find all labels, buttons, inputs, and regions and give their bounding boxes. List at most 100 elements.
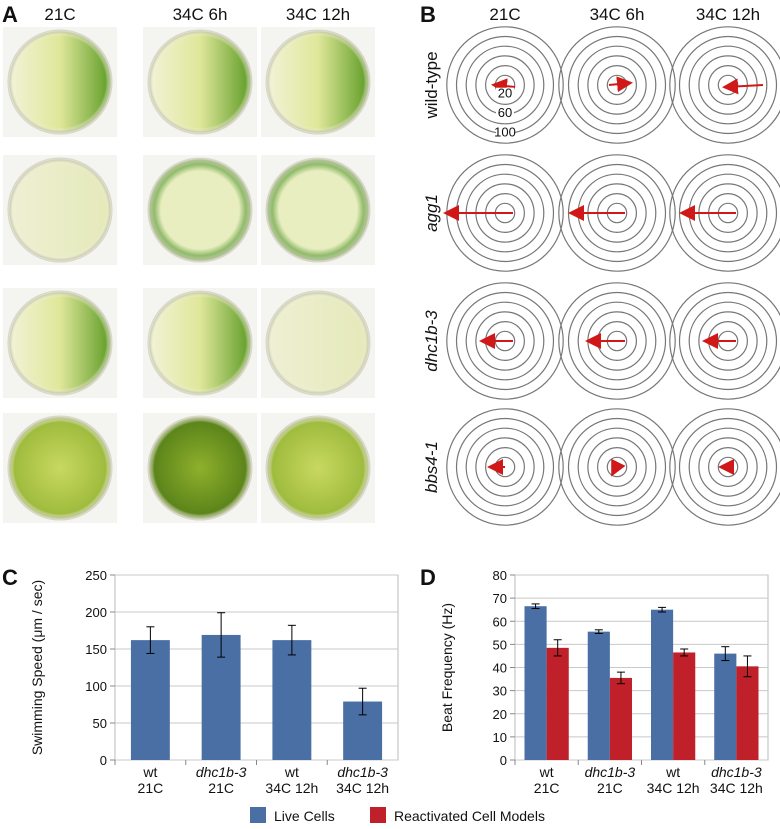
bar [609, 677, 633, 760]
polar-ring [596, 447, 637, 488]
polar-ring [446, 282, 564, 400]
polar-ring [669, 154, 780, 272]
dish-rim [147, 157, 253, 263]
dish-rim [147, 290, 253, 396]
dish-rim [7, 29, 113, 135]
y-tick-label: 70 [493, 591, 507, 606]
panel-label: B [420, 2, 436, 27]
polar-ring [688, 301, 768, 381]
dish-rim [265, 157, 371, 263]
polar-ring [485, 64, 526, 105]
column-header: 34C 12h [696, 5, 760, 24]
y-axis-label: Swimming Speed (μm / sec) [29, 580, 45, 755]
ring-label-bg [496, 107, 514, 120]
legend-label: Live Cells [274, 808, 335, 824]
legend-swatch [250, 807, 266, 823]
polar-ring [688, 45, 768, 125]
polar-ring [678, 417, 778, 517]
y-tick-label: 30 [493, 684, 507, 699]
dish-rim [147, 29, 253, 135]
x-tick-label: 34C 12h [710, 780, 763, 796]
x-tick-label: 21C [597, 780, 623, 796]
dish-rim [7, 415, 113, 521]
polar-ring [485, 447, 526, 488]
row-label: agg1 [422, 194, 441, 232]
polar-ring [669, 408, 780, 526]
ring-label: 60 [498, 105, 512, 120]
x-tick-label: 21C [534, 780, 560, 796]
dish-rim [265, 415, 371, 521]
polar-ring [678, 291, 778, 391]
x-tick-label: wt [142, 764, 157, 780]
y-tick-label: 50 [493, 637, 507, 652]
y-tick-label: 40 [493, 661, 507, 676]
y-tick-label: 250 [85, 568, 107, 583]
ring-label-bg [496, 126, 514, 139]
polar-ring [455, 291, 555, 391]
panel-label: D [420, 565, 436, 590]
x-tick-label: wt [284, 764, 299, 780]
direction-arrow [608, 76, 633, 93]
dish-rim [7, 290, 113, 396]
y-tick-label: 0 [100, 753, 107, 768]
polar-ring [596, 64, 637, 105]
row-label: dhc1b-3 [422, 310, 441, 372]
x-tick-label: 34C 12h [265, 780, 318, 796]
polar-ring [446, 408, 564, 526]
direction-arrow [611, 458, 626, 477]
polar-ring [707, 447, 748, 488]
column-header: 21C [489, 5, 520, 24]
x-tick-label: 21C [138, 780, 164, 796]
polar-ring [446, 26, 564, 144]
polar-ring [688, 427, 768, 507]
panel-label: C [2, 565, 18, 590]
column-header: 34C 12h [286, 5, 350, 24]
polar-ring [558, 26, 676, 144]
polar-ring [465, 45, 545, 125]
bar [272, 640, 312, 760]
x-tick-label: dhc1b-3 [337, 764, 388, 780]
polar-ring [717, 74, 739, 96]
legend-label: Reactivated Cell Models [394, 808, 545, 824]
ring-label: 100 [494, 125, 516, 140]
dish-rim [147, 415, 253, 521]
x-tick-label: dhc1b-3 [196, 764, 247, 780]
x-tick-label: dhc1b-3 [711, 764, 762, 780]
panel-label: A [2, 2, 18, 27]
dish-rim [7, 157, 113, 263]
polar-ring [567, 417, 667, 517]
polar-ring [678, 35, 778, 135]
column-header: 34C 6h [590, 5, 645, 24]
row-label: wild-type [422, 51, 441, 119]
polar-ring [567, 291, 667, 391]
polar-ring [465, 301, 545, 381]
polar-ring [669, 282, 780, 400]
polar-ring [698, 311, 758, 371]
bar [546, 647, 569, 760]
y-tick-label: 80 [493, 568, 507, 583]
polar-ring [698, 437, 758, 497]
ring-label-bg [496, 87, 514, 100]
y-tick-label: 200 [85, 605, 107, 620]
bar [736, 666, 759, 760]
row-label: bbs4-1 [422, 441, 441, 493]
y-tick-label: 20 [493, 707, 507, 722]
polar-ring [606, 456, 628, 478]
y-tick-label: 150 [85, 642, 107, 657]
polar-ring [577, 45, 657, 125]
x-tick-label: wt [665, 764, 680, 780]
bar [650, 609, 674, 760]
y-tick-label: 10 [493, 730, 507, 745]
bar [587, 631, 610, 760]
y-tick-label: 50 [93, 716, 107, 731]
legend-swatch [370, 807, 386, 823]
direction-arrow [491, 78, 516, 95]
bar [673, 652, 696, 760]
x-tick-label: 21C [208, 780, 234, 796]
polar-ring [587, 437, 647, 497]
ring-label: 20 [498, 86, 512, 101]
x-tick-label: wt [539, 764, 554, 780]
polar-ring [558, 408, 676, 526]
y-tick-label: 60 [493, 614, 507, 629]
